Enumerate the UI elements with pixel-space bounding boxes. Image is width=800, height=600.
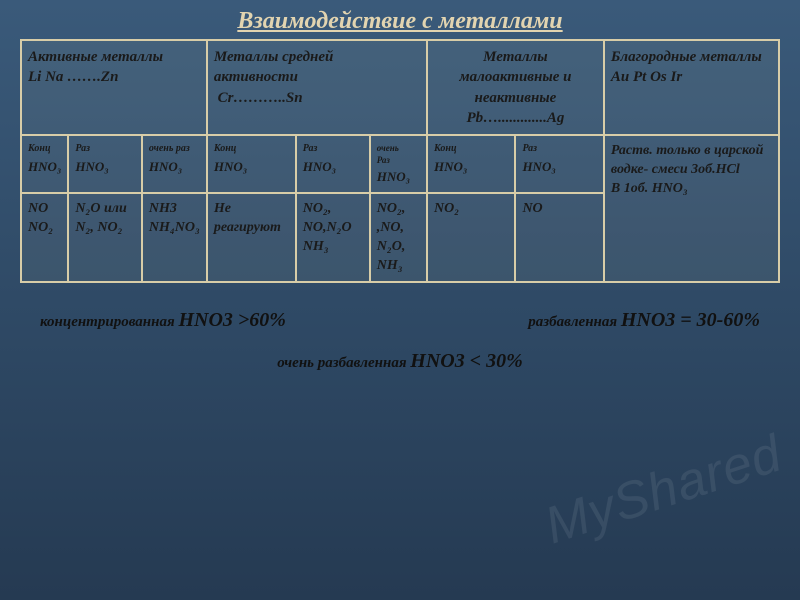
hdr-noble: Благородные металлы Au Pt Os Ir [604,40,779,135]
note-conc: концентрированная HNO3 >60% [40,309,286,332]
prod-cell: NO [515,193,603,283]
prod-cell: NO₂, NO,N₂O NH₃ [296,193,370,283]
hdr-noble-l1: Благородные металлы [611,49,762,65]
hdr-active-l2: Li Na …….Zn [28,69,118,85]
acid-cell: КонцHNO₃ [427,135,515,193]
hdr-mid-l1: Металлы средней активности [214,49,334,85]
prod-cell: NH3 NH₄NO₃ [142,193,207,283]
hdr-active-l1: Активные металлы [28,49,163,65]
prod-cell: NO₂, ,NO, N₂O, NH₃ [370,193,427,283]
hdr-low: Металлы малоактивные и неактивные Pb…...… [427,40,604,135]
watermark-text: MyShared [538,424,790,557]
hdr-noble-l2: Au Pt Os Ir [611,69,682,85]
prod-cell: NO₂ [427,193,515,283]
acid-cell: РазHNO₃ [68,135,141,193]
table-row-acid: КонцHNO₃ РазHNO₃ очень разHNO₃ КонцHNO₃ … [21,135,779,193]
acid-cell: очень разHNO₃ [142,135,207,193]
hdr-active: Активные металлы Li Na …….Zn [21,40,207,135]
prod-cell: NO NO₂ [21,193,68,283]
prod-cell: Не реагируют [207,193,296,283]
acid-cell: КонцHNO₃ [21,135,68,193]
acid-cell: РазHNO₃ [515,135,603,193]
hdr-low-l2: Pb….............Ag [466,110,564,126]
table-row-header: Активные металлы Li Na …….Zn Металлы сре… [21,40,779,135]
reaction-table: Активные металлы Li Na …….Zn Металлы сре… [20,39,780,283]
noble-result: Раств. только в царской водке- смеси 3об… [604,135,779,282]
note-vdilute: очень разбавленная HNO3 < 30% [20,350,780,373]
hdr-low-l1: Металлы малоактивные и неактивные [459,49,571,106]
page-title: Взаимодействие с металлами [0,0,800,39]
hdr-mid: Металлы средней активности Cr………..Sn [207,40,427,135]
note-dilute: разбавленная HNO3 = 30-60% [528,309,760,332]
acid-cell: оченьРазHNO₃ [370,135,427,193]
acid-cell: КонцHNO₃ [207,135,296,193]
prod-cell: N₂O или N₂, NO₂ [68,193,141,283]
footer-notes: концентрированная HNO3 >60% разбавленная… [20,309,780,373]
acid-cell: РазHNO₃ [296,135,370,193]
hdr-mid-l2: Cr………..Sn [218,90,303,106]
